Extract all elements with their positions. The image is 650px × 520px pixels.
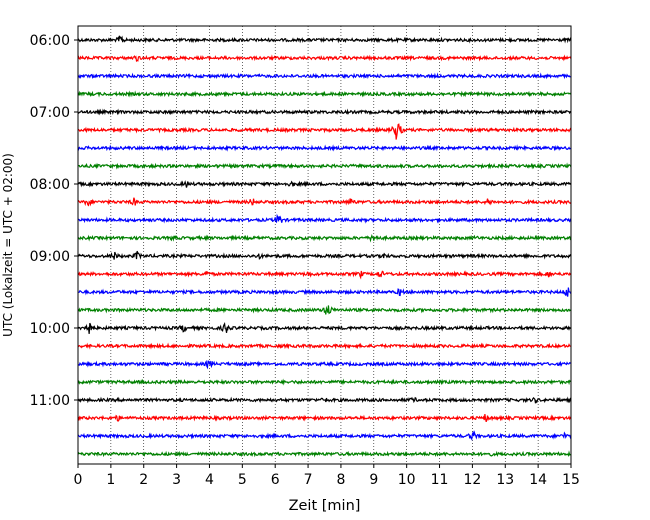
- trace-0645: [77, 108, 572, 116]
- trace-0845: [77, 250, 572, 260]
- x-tick-label: 3: [172, 472, 181, 488]
- trace-0700: [77, 123, 572, 140]
- trace-0830: [77, 233, 572, 243]
- y-tick-label: 11:00: [30, 393, 70, 409]
- x-tick-label: 8: [336, 472, 345, 488]
- trace-0915: [77, 287, 572, 297]
- trace-0545: [77, 35, 572, 44]
- y-tick-label: 06:00: [30, 33, 70, 49]
- trace-0600: [77, 54, 572, 63]
- trace-1015: [77, 360, 572, 370]
- x-tick-label: 4: [205, 472, 214, 488]
- x-tick-label: 1: [106, 472, 115, 488]
- x-tick-label: 11: [431, 472, 449, 488]
- y-axis-label: UTC (Lokalzeit = UTC + 02:00): [1, 153, 15, 337]
- trace-0745: [77, 180, 572, 188]
- x-tick-label: 9: [369, 472, 378, 488]
- x-tick-label: 6: [271, 472, 280, 488]
- trace-1115: [77, 430, 572, 441]
- trace-1030: [77, 378, 572, 386]
- trace-1000: [77, 342, 572, 350]
- x-tick-label: 10: [398, 472, 416, 488]
- y-tick-label: 10:00: [30, 321, 70, 337]
- x-tick-label: 13: [496, 472, 514, 488]
- trace-0800: [77, 197, 572, 207]
- x-axis-ticks: 0 1 2 3 4 5 6 7 8 9 10 11 12 13 14 15: [74, 464, 580, 488]
- trace-1100: [77, 414, 572, 423]
- x-tick-label: 15: [562, 472, 580, 488]
- seismogram-traces: [77, 35, 572, 458]
- x-tick-label: 14: [529, 472, 547, 488]
- y-tick-label: 07:00: [30, 105, 70, 121]
- x-tick-label: 5: [238, 472, 247, 488]
- x-axis-label: Zeit [min]: [289, 498, 361, 514]
- trace-0630: [77, 90, 572, 98]
- trace-0730: [77, 162, 572, 170]
- y-tick-label: 09:00: [30, 249, 70, 265]
- trace-0715: [77, 144, 572, 152]
- x-tick-label: 0: [74, 472, 83, 488]
- trace-0900: [77, 270, 572, 280]
- x-tick-label: 12: [463, 472, 481, 488]
- x-tick-label: 2: [139, 472, 148, 488]
- y-axis-ticks: 06:00 07:00 08:00 09:00 10:00 11:00: [30, 33, 78, 409]
- trace-0945: [77, 321, 572, 334]
- y-tick-label: 08:00: [30, 177, 70, 193]
- trace-0815: [77, 213, 572, 224]
- trace-0930: [77, 305, 572, 315]
- grid-lines: [110, 26, 539, 464]
- trace-1130: [77, 450, 572, 458]
- trace-0615: [77, 72, 572, 80]
- plot-frame: [77, 25, 572, 465]
- trace-1045: [77, 396, 572, 404]
- x-tick-label: 7: [304, 472, 313, 488]
